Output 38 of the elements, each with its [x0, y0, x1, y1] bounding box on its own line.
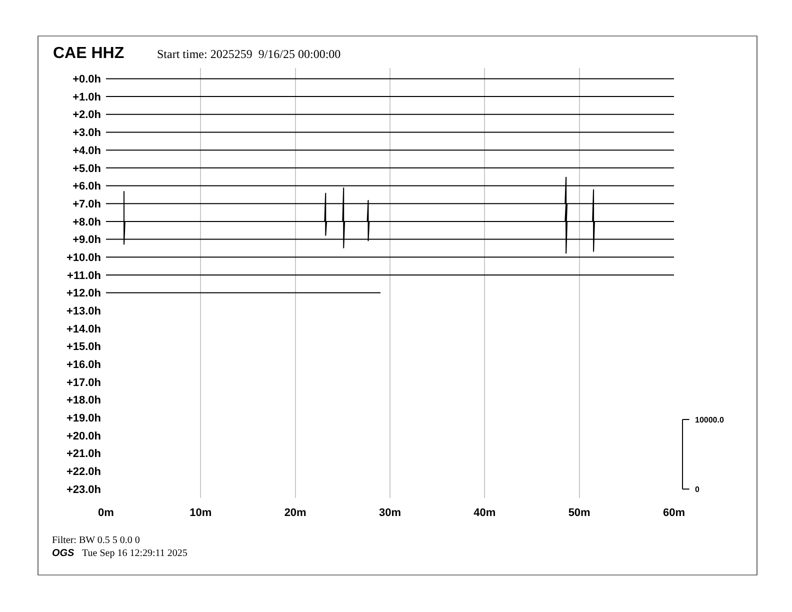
y-tick-label: +16.0h — [66, 359, 102, 372]
y-tick-label: +20.0h — [66, 430, 102, 442]
y-tick-label: +4.0h — [72, 144, 102, 157]
y2-tick-label: 10000.0 — [695, 415, 724, 424]
x-tick-label: 10m — [190, 507, 212, 519]
y-tick-label: +22.0h — [66, 466, 102, 478]
y-tick-label: +12.0h — [66, 288, 102, 300]
y-tick-label: +11.0h — [67, 270, 102, 282]
text: OGS — [52, 548, 75, 559]
y-tick-label: +10.0h — [66, 252, 102, 264]
y-tick-label: +17.0h — [66, 376, 102, 389]
x-tick-label: 0m — [98, 507, 114, 519]
y-tick-label: +18.0h — [66, 394, 102, 407]
y-tick-label: +15.0h — [66, 341, 102, 354]
text: Filter: BW 0.5 5 0.0 0 — [52, 535, 140, 546]
x-tick-label: 20m — [284, 507, 307, 519]
x-tick-label: 50m — [568, 507, 591, 519]
y-tick-label: +19.0h — [66, 412, 102, 425]
y2-tick-label: 0 — [695, 484, 700, 494]
y-tick-label: +8.0h — [72, 216, 102, 228]
y-tick-label: +23.0h — [66, 484, 102, 496]
chart-title: CAE HHZ — [53, 45, 124, 62]
y-tick-label: +21.0h — [66, 448, 102, 460]
x-tick-label: 40m — [474, 507, 496, 519]
y-tick-label: +0.0h — [72, 74, 102, 86]
y-tick-label: +1.0h — [72, 91, 102, 104]
y-tick-label: +5.0h — [72, 162, 102, 175]
y-tick-label: +9.0h — [72, 234, 102, 246]
y-tick-label: +14.0h — [66, 323, 102, 336]
y-tick-label: +6.0h — [72, 180, 102, 193]
text: Tue Sep 16 12:29:11 2025 — [82, 548, 188, 559]
x-tick-label: 60m — [662, 507, 686, 519]
y-tick-label: +2.0h — [72, 109, 102, 122]
y-tick-label: +13.0h — [66, 306, 102, 318]
y-tick-label: +7.0h — [72, 198, 102, 210]
chart-subtitle: Start time: 2025259 9/16/25 00:00:00 — [157, 47, 341, 61]
x-tick-label: 30m — [378, 507, 402, 519]
y-tick-label: +3.0h — [72, 127, 102, 140]
